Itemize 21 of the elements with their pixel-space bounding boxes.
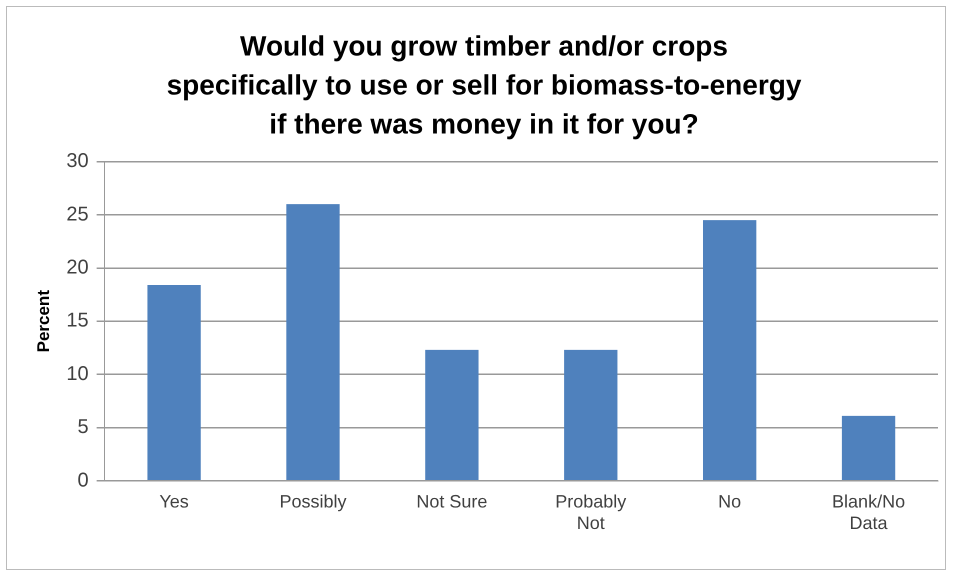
y-tick-label: 25 [66, 203, 89, 226]
y-axis-title: Percent [34, 290, 53, 352]
y-tick-label: 15 [66, 310, 89, 332]
bar [286, 204, 340, 480]
y-tick-label: 0 [78, 469, 89, 492]
x-tick-label: Not Sure [416, 492, 488, 512]
bar [702, 220, 756, 480]
bar [425, 350, 479, 480]
bar [842, 416, 896, 480]
x-tick-label: Possibly [279, 492, 346, 512]
chart-title: Would you grow timber and/or crops specifically to use or sell for biomass-to-energy if there was money in it for you? [166, 30, 802, 140]
x-tick-label: Blank/No Data [832, 492, 906, 534]
x-tick-label: Probably Not [555, 492, 626, 534]
y-tick-label: 5 [78, 416, 89, 438]
bar [564, 350, 618, 480]
y-tick-label: 10 [66, 362, 89, 385]
x-tick-label: No [718, 492, 742, 512]
bar [147, 285, 201, 480]
y-tick-label: 30 [66, 150, 89, 172]
y-tick-label: 20 [66, 256, 89, 279]
x-tick-label: Yes [159, 492, 189, 512]
